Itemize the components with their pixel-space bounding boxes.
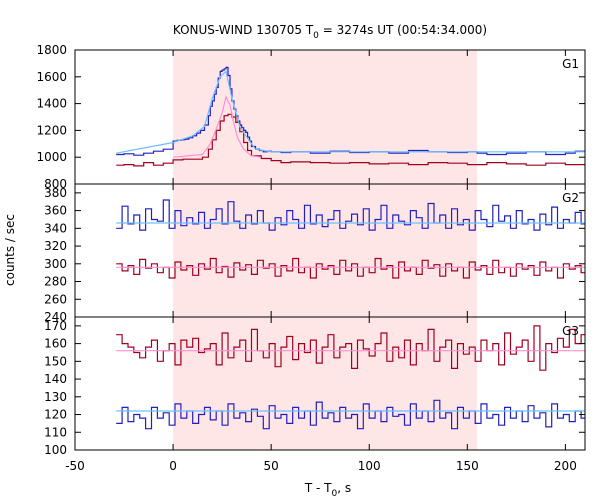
y-tick-label: 1600 [36,70,67,84]
y-tick-label: 170 [44,319,67,333]
x-tick-label: 200 [554,459,577,473]
x-tick-label: 50 [264,459,279,473]
active-interval-band [173,50,478,450]
x-tick-label: 150 [456,459,479,473]
x-tick-label: -50 [65,459,85,473]
panel-label: G2 [562,191,579,205]
y-tick-label: 140 [44,372,67,386]
y-tick-label: 1200 [36,123,67,137]
series-dark-blue [116,399,585,430]
y-tick-label: 100 [44,443,67,457]
y-tick-label: 1400 [36,97,67,111]
panel-g2: 240 260 280 300 320 340 360 380 G2 [44,183,586,324]
y-tick-label: 110 [44,425,67,439]
y-tick-label: 280 [44,275,67,289]
series-dark-red [116,113,585,167]
series-group [116,325,585,430]
y-tick-label: 380 [44,186,67,200]
panel-label: G1 [562,57,579,71]
y-tick-label: 300 [44,257,67,271]
x-tick-label: 100 [358,459,381,473]
y-tick-label: 260 [44,292,67,306]
panel-g3: 100 110 120 130 140 150 160 170 G3 [44,316,586,457]
y-tick-label: 360 [44,204,67,218]
x-axis-label: T - T0, s [304,481,351,499]
series-light-blue [116,70,585,154]
y-tick-label: 1800 [36,43,67,57]
y-tick-label: 1000 [36,150,67,164]
y-tick-label: 800 [44,177,67,191]
series-group [116,66,585,167]
chart-title: KONUS-WIND 130705 T0 = 3274s UT (00:54:3… [173,23,487,41]
y-tick-label: 150 [44,354,67,368]
series-dark-red [116,325,585,371]
y-tick-label: 340 [44,221,67,235]
panel-label: G3 [562,324,579,338]
y-tick-label: 240 [44,310,67,324]
y-tick-label: 120 [44,408,67,422]
series-group [116,199,585,279]
series-pink [173,95,262,158]
panel-frame [74,316,586,451]
x-tick-label: 0 [169,459,177,473]
y-tick-label: 130 [44,390,67,404]
y-tick-label: 320 [44,239,67,253]
y-axis-label: counts / sec [3,214,17,286]
plot-area: 80010001200140016001800G1240260280300320… [36,43,586,473]
series-dark-blue [116,199,585,231]
y-tick-label: 160 [44,337,67,351]
